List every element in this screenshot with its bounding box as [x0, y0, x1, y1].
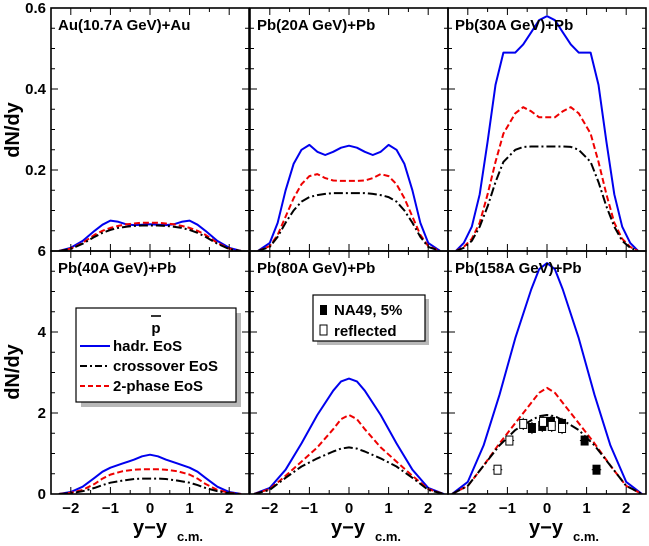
- data-point-open-2: [519, 417, 528, 431]
- x-tick-label-bottom-left-1: −1: [102, 500, 119, 517]
- svg-text:y−y: y−y: [331, 517, 366, 539]
- panel-title-bottom-left: Pb(40A GeV)+Pb: [58, 260, 176, 277]
- legend-model: p hadr. EoS crossover EoS 2-phase EoS: [75, 307, 241, 407]
- series-hadr-bottom-right: [451, 262, 643, 494]
- y-tick-label-top-left-0: 0.2: [25, 162, 46, 179]
- x-tick-label-bottom-middle-1: −1: [301, 500, 318, 517]
- panel-title-top-middle: Pb(20A GeV)+Pb: [257, 17, 375, 34]
- series-hadr-bottom-middle: [253, 377, 445, 494]
- y-tick-label-bottom-left-1: 2: [38, 405, 46, 422]
- legend-data-box: [312, 294, 426, 342]
- legend-marker-filled: [320, 305, 327, 315]
- svg-text:c.m.: c.m.: [177, 529, 203, 544]
- svg-text:y−y: y−y: [529, 517, 564, 539]
- x-tick-label-bottom-left-4: 2: [225, 500, 233, 517]
- series-crossover-bottom-middle: [253, 446, 445, 494]
- legend-label-twophase: 2-phase EoS: [113, 378, 203, 395]
- panel-title-top-right: Pb(30A GeV)+Pb: [455, 17, 573, 34]
- svg-text:c.m.: c.m.: [375, 529, 401, 544]
- data-point-open-4: [547, 419, 556, 433]
- x-tick-label-bottom-middle-2: 0: [345, 500, 353, 517]
- x-tick-label-bottom-left-0: −2: [62, 500, 79, 517]
- series-crossover-bottom-right: [451, 414, 643, 494]
- data-point-open-5: [558, 421, 567, 435]
- svg-text:c.m.: c.m.: [573, 529, 599, 544]
- y-tick-label-top-left-2: 0.6: [25, 0, 46, 17]
- panel-frame-top-left: [50, 7, 250, 252]
- series-crossover-top-middle: [257, 192, 441, 251]
- panel-title-bottom-middle: Pb(80A GeV)+Pb: [257, 260, 375, 277]
- legend-label-hadr: hadr. EoS: [113, 338, 182, 355]
- legend-label-na49: NA49, 5%: [334, 302, 402, 319]
- x-tick-label-bottom-left-3: 1: [185, 500, 193, 517]
- panel-top-middle: Pb(20A GeV)+Pb: [249, 7, 449, 252]
- x-tick-label-bottom-middle-0: −2: [261, 500, 278, 517]
- x-tick-label-bottom-middle-4: 2: [424, 500, 432, 517]
- series-crossover-bottom-left: [58, 477, 242, 494]
- panel-frame-bottom-middle: [249, 250, 449, 495]
- svg-text:y−y: y−y: [133, 517, 168, 539]
- legend-model-box: [75, 307, 237, 403]
- series-hadr-bottom-left: [58, 453, 242, 494]
- y-tick-label-top-left-3: 6: [38, 243, 46, 260]
- series-crossover-top-right: [455, 145, 639, 251]
- panels: 0.2 0.4 0.6 6 Au(10.7A GeV)+Au Pb(20A GeV)+Pb…: [25, 0, 647, 517]
- legend-model-header: p: [151, 320, 160, 337]
- x-axis-label-left: y−y c.m.: [133, 517, 203, 544]
- x-tick-label-bottom-middle-3: 1: [384, 500, 392, 517]
- data-point-open-3: [539, 415, 548, 428]
- data-point-filled-4: [579, 435, 590, 446]
- data-point-open-0: [492, 464, 503, 475]
- legend-label-crossover: crossover EoS: [113, 358, 218, 375]
- series-hadr-top-left: [58, 219, 242, 251]
- x-tick-label-bottom-right-4: 2: [622, 500, 630, 517]
- panel-bottom-middle: −2 −1 0 1 2 Pb(80A GeV)+Pb: [249, 250, 449, 517]
- series-twophase-bottom-middle: [253, 414, 445, 494]
- y-tick-label-top-left-1: 0.4: [25, 81, 47, 98]
- series-hadr-top-middle: [257, 143, 441, 251]
- series-twophase-bottom-right: [451, 386, 643, 494]
- panel-top-right: Pb(30A GeV)+Pb: [447, 7, 647, 252]
- panel-title-bottom-right: Pb(158A GeV)+Pb: [455, 260, 582, 277]
- legend-marker-open: [319, 324, 328, 336]
- data-point-filled-5: [591, 464, 602, 475]
- legend-label-reflected: reflected: [334, 323, 397, 340]
- x-tick-label-bottom-right-1: −1: [499, 500, 516, 517]
- series-twophase-bottom-left: [58, 468, 242, 494]
- series-hadr-top-right: [455, 15, 639, 251]
- y-tick-label-bottom-left-0: 0: [38, 486, 46, 503]
- series-twophase-top-right: [455, 106, 639, 251]
- series-crossover-top-left: [58, 224, 242, 251]
- x-axis-label-middle: y−y c.m.: [331, 517, 401, 544]
- panel-title-top-left: Au(10.7A GeV)+Au: [58, 17, 190, 34]
- y-axis-label-top: dN/dy: [2, 101, 24, 157]
- x-tick-label-bottom-left-2: 0: [146, 500, 154, 517]
- panel-bottom-right: −2 −1 0 1 2 Pb(158A GeV)+Pb: [447, 250, 647, 517]
- x-tick-label-bottom-right-2: 0: [543, 500, 551, 517]
- panel-frame-top-right: [447, 7, 647, 252]
- data-point-open-1: [504, 435, 515, 446]
- panel-bottom-left: 0 2 4 −2 −1 0 1 2 Pb(40A GeV)+Pb: [38, 250, 250, 517]
- y-tick-label-bottom-left-2: 4: [38, 324, 47, 341]
- panel-top-left: 0.2 0.4 0.6 6 Au(10.7A GeV)+Au: [25, 0, 250, 260]
- x-axis-label-right: y−y c.m.: [529, 517, 599, 544]
- x-tick-label-bottom-right-0: −2: [459, 500, 476, 517]
- x-tick-label-bottom-right-3: 1: [582, 500, 590, 517]
- series-twophase-top-middle: [257, 173, 441, 251]
- data-point-filled-0: [527, 421, 536, 435]
- y-axis-label-bottom: dN/dy: [2, 343, 24, 399]
- legend-data: NA49, 5% reflected: [312, 294, 429, 345]
